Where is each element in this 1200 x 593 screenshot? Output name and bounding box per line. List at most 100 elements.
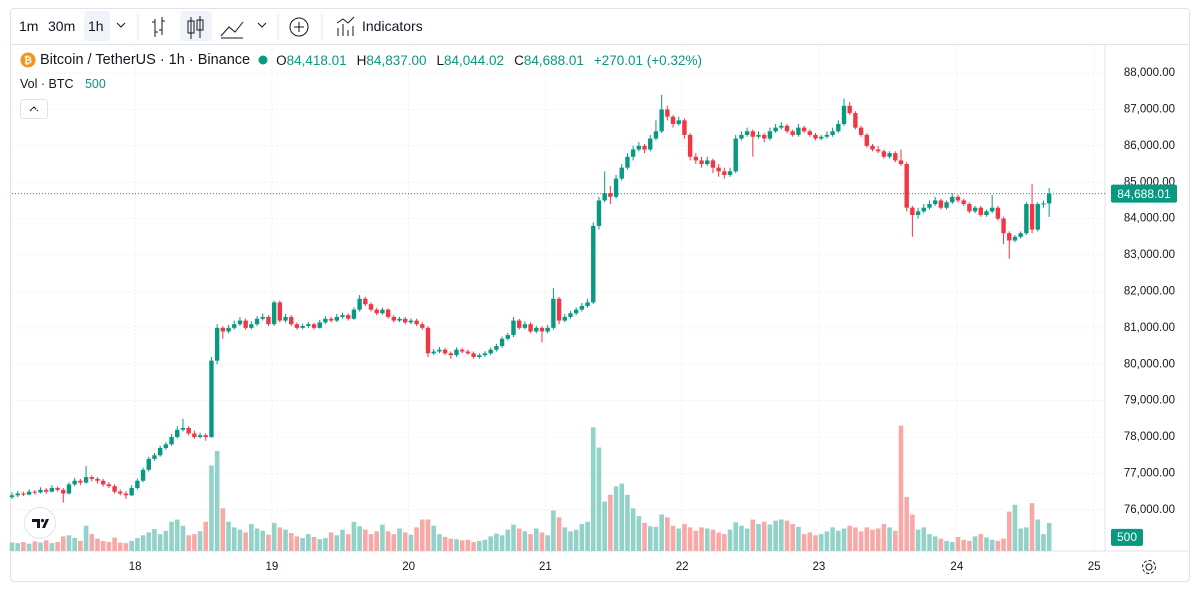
volume-bar xyxy=(488,536,493,551)
candle-body xyxy=(670,116,676,124)
volume-bar xyxy=(448,538,454,551)
last-volume-label: 500 xyxy=(1117,530,1137,544)
candle-body xyxy=(95,478,100,481)
area-icon[interactable] xyxy=(220,21,244,39)
volume-bar xyxy=(693,530,699,551)
volume-bar xyxy=(471,542,476,551)
candle-body xyxy=(499,338,505,347)
o-value: 84,418.01 xyxy=(286,52,347,68)
volume-bar xyxy=(197,531,203,551)
tv-logo[interactable] xyxy=(24,507,56,539)
h-value: 84,837.00 xyxy=(366,52,427,68)
candle-body xyxy=(653,131,659,139)
candle-body xyxy=(904,164,909,208)
candle-body xyxy=(391,316,397,321)
volume-bar xyxy=(311,536,317,551)
bars-icon[interactable] xyxy=(152,17,165,37)
volume-bar xyxy=(123,543,129,551)
settings-icon[interactable] xyxy=(1139,557,1159,577)
active-chart-type[interactable] xyxy=(180,11,212,41)
y-tick-label: 79,000.00 xyxy=(1124,395,1175,407)
interval-1m[interactable]: 1m xyxy=(19,18,39,34)
candle-body xyxy=(209,360,214,438)
volume-bar xyxy=(579,524,585,551)
add-icon[interactable] xyxy=(289,17,309,37)
candle-body xyxy=(21,493,26,495)
candle-body xyxy=(596,200,602,226)
candle-body xyxy=(277,302,283,321)
y-tick-label: 78,000.00 xyxy=(1124,431,1175,443)
candle-body xyxy=(767,131,773,139)
candle-body xyxy=(1007,233,1012,241)
candles-icon[interactable] xyxy=(187,16,204,39)
candle-body xyxy=(232,324,237,328)
x-tick-label: 20 xyxy=(402,561,415,573)
candle-body xyxy=(289,316,294,325)
interval-30m[interactable]: 30m xyxy=(48,18,76,34)
volume-bar xyxy=(653,526,659,551)
status-dot xyxy=(258,55,268,65)
candle-body xyxy=(665,109,670,117)
volume-bar xyxy=(465,539,471,551)
indicators-icon[interactable] xyxy=(336,16,355,36)
volume-bar xyxy=(864,527,870,551)
y-tick-label: 87,000.00 xyxy=(1124,103,1175,115)
candle-body xyxy=(1001,218,1006,234)
volume-bar xyxy=(921,527,927,551)
candle-body xyxy=(363,298,368,305)
volume-bar xyxy=(516,528,522,551)
volume-bar xyxy=(779,519,784,551)
volume-bar xyxy=(989,539,995,551)
candle-body xyxy=(836,123,841,132)
candle-body xyxy=(403,318,408,323)
volume-bar xyxy=(157,534,163,551)
volume-bar xyxy=(425,519,431,551)
candle-body xyxy=(613,178,619,197)
volume-bar xyxy=(659,514,664,551)
indicators-button[interactable]: Indicators xyxy=(362,18,423,34)
frame xyxy=(10,8,1190,582)
candle-body xyxy=(340,315,345,317)
volume-bar xyxy=(824,531,830,551)
candle-body xyxy=(989,207,995,212)
y-tick-label: 82,000.00 xyxy=(1124,285,1175,297)
candle-body xyxy=(585,302,590,307)
candle-body xyxy=(830,131,835,135)
volume-bar xyxy=(898,425,904,551)
candle-body xyxy=(853,113,858,128)
volume-bar xyxy=(511,524,516,551)
candle-body xyxy=(106,484,112,487)
add-icon[interactable] xyxy=(294,22,304,32)
candle-body xyxy=(471,353,476,357)
volume-bar xyxy=(682,524,687,551)
candle-body xyxy=(300,326,305,328)
volume-bar xyxy=(231,527,237,551)
volume-bar xyxy=(437,534,442,551)
interval-1h[interactable]: 1h xyxy=(88,18,104,34)
candle-body xyxy=(83,477,89,483)
volume-bar xyxy=(539,532,545,551)
candle-body xyxy=(100,480,106,485)
candle-body xyxy=(237,320,243,325)
candle-body xyxy=(967,204,972,212)
volume-bar xyxy=(55,542,60,551)
candle-body xyxy=(214,327,220,361)
volume-bar xyxy=(209,465,214,551)
candle-body xyxy=(420,324,425,328)
volume-bar xyxy=(100,540,106,551)
dropdown[interactable] xyxy=(116,22,126,28)
active-interval[interactable] xyxy=(84,11,110,41)
volume-bar xyxy=(294,536,300,551)
volume-bar xyxy=(784,520,790,551)
dropdown[interactable] xyxy=(257,22,267,28)
volume-bar xyxy=(135,538,140,551)
volume-bar xyxy=(1001,538,1006,551)
candle-body xyxy=(710,160,716,168)
candle-body xyxy=(955,196,961,201)
c-value: 84,688.01 xyxy=(523,52,584,68)
candle-body xyxy=(15,493,20,496)
volume-bar xyxy=(1024,527,1029,551)
volume-bar xyxy=(1029,503,1035,551)
volume-bar xyxy=(727,529,733,551)
candle-body xyxy=(477,355,482,357)
